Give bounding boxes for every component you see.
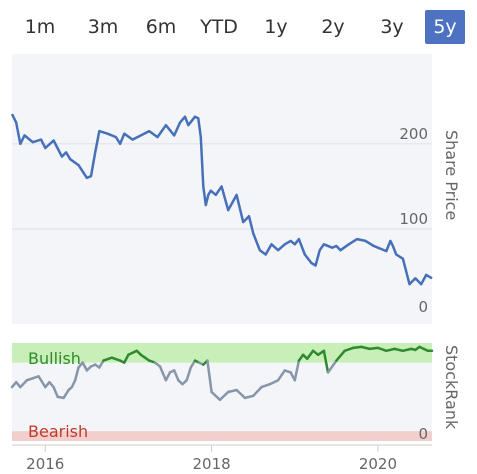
bearish-label: Bearish	[28, 422, 88, 441]
stockrank-segment	[37, 375, 47, 389]
stockrank-line	[10, 345, 434, 402]
price-grid	[12, 143, 432, 230]
stockrank-segment	[401, 347, 413, 353]
stockrank-segment	[98, 359, 105, 369]
x-tick-label: 2020	[359, 455, 397, 473]
tab-6m[interactable]: 6m	[145, 16, 177, 38]
tab-1m[interactable]: 1m	[24, 16, 56, 38]
stockrank-segment	[368, 346, 380, 351]
stockrank-segment	[226, 388, 238, 394]
bullish-band	[12, 343, 432, 363]
stockrank-segment	[326, 359, 338, 374]
stockrank-segment	[305, 349, 315, 360]
stockrank-segment	[164, 371, 172, 382]
stockrank-segment	[393, 347, 405, 353]
stockrank-segment	[251, 385, 263, 398]
x-tick-label: 2018	[193, 455, 231, 473]
stockrank-segment	[19, 378, 29, 389]
stockrank-segment	[385, 347, 396, 353]
tab-5y[interactable]: 5y	[425, 10, 465, 44]
stockrank-segment	[73, 366, 80, 382]
tab-ytd[interactable]: YTD	[200, 16, 238, 38]
stockrank-segment	[335, 349, 346, 362]
stockrank-segment	[235, 388, 247, 400]
stockrank-segment	[351, 345, 363, 350]
tab-3y[interactable]: 3y	[380, 16, 404, 38]
stockrank-panel: Bullish Bearish 0 StockRank	[10, 343, 461, 443]
stockrank-y-tick-label: 0	[418, 425, 428, 443]
x-tick-label: 2016	[26, 455, 64, 473]
stockrank-segment	[102, 356, 114, 362]
stockrank-y-axis-label: StockRank	[442, 345, 461, 430]
stockrank-segment	[268, 378, 280, 386]
price-y-tick-label: 200	[399, 125, 428, 143]
stockrank-segment	[360, 345, 371, 351]
stockrank-segment	[110, 356, 122, 362]
stockrank-segment	[293, 359, 301, 382]
stockrank-segment	[123, 353, 130, 364]
bullish-label: Bullish	[28, 349, 81, 368]
stockrank-segment	[158, 365, 168, 382]
bearish-band	[12, 431, 432, 441]
tab-2y[interactable]: 2y	[321, 16, 345, 38]
stockrank-segment	[376, 346, 388, 353]
stockrank-segment	[206, 359, 213, 394]
stockrank-segment	[185, 366, 193, 382]
stockrank-segment	[218, 390, 230, 402]
share-price-line	[10, 113, 433, 286]
stockrank-segment	[81, 361, 89, 372]
stockrank-segment	[343, 346, 355, 353]
stockrank-segment	[243, 394, 255, 400]
stockrank-segment	[52, 385, 59, 399]
stockrank-y-ticks: 0	[418, 425, 428, 443]
price-y-tick-label: 0	[418, 298, 428, 316]
stockrank-segment	[62, 388, 70, 400]
stockrank-segment	[260, 382, 272, 389]
stockrank-segment	[210, 390, 222, 402]
stockrank-segment	[172, 369, 180, 382]
tab-1y[interactable]: 1y	[264, 16, 288, 38]
price-panel: 200 100 0 Share Price	[10, 54, 461, 324]
stockrank-segment	[70, 378, 77, 389]
tab-3m[interactable]: 3m	[87, 16, 119, 38]
price-y-tick-label: 100	[399, 210, 428, 228]
stockrank-segment	[189, 359, 197, 369]
price-y-axis-label: Share Price	[442, 130, 461, 220]
stockrank-segment	[322, 349, 330, 374]
price-y-ticks: 200 100 0	[399, 125, 428, 316]
range-tabs: 1m 3m 6m YTD 1y 2y 3y 5y	[0, 0, 477, 52]
x-axis-ticks: 2016 2018 2020	[26, 445, 397, 473]
stockrank-segment	[276, 369, 287, 382]
